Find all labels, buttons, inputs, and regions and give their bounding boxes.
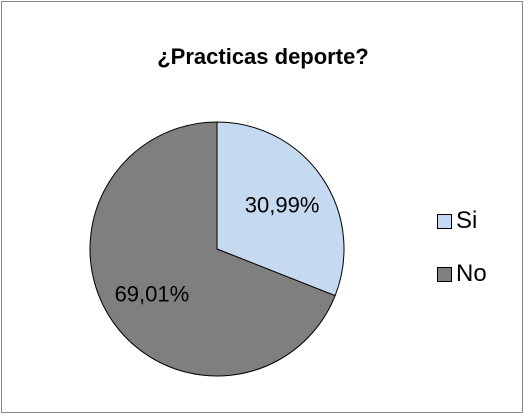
data-label-no: 69,01%	[115, 281, 190, 306]
legend: Si No	[437, 206, 487, 312]
chart-title: ¿Practicas deporte?	[157, 44, 369, 69]
legend-swatch-no	[437, 266, 452, 282]
legend-item-si: Si	[437, 206, 487, 236]
legend-swatch-si	[437, 213, 452, 229]
legend-item-no: No	[437, 259, 487, 289]
pie-slice-no	[89, 121, 336, 377]
pie-slice-si	[216, 121, 345, 297]
legend-label-si: Si	[456, 207, 478, 234]
data-label-si: 30,99%	[245, 193, 320, 218]
legend-label-no: No	[456, 260, 487, 287]
